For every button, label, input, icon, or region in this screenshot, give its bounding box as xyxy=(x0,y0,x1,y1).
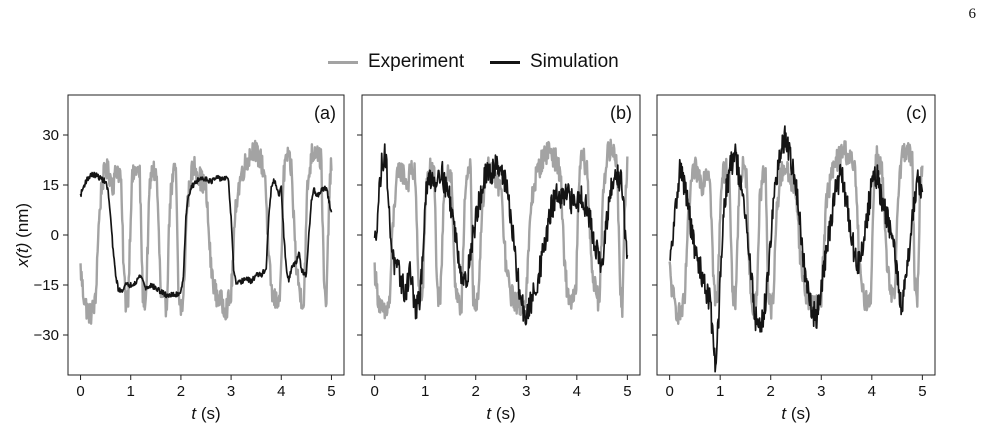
x-tick-label: 3 xyxy=(817,383,825,400)
x-tick-label: 4 xyxy=(573,383,581,400)
x-tick-label: 0 xyxy=(370,383,378,400)
x-tick-label: 0 xyxy=(76,383,84,400)
panel-label: (b) xyxy=(610,103,632,123)
plot-frame xyxy=(361,94,641,376)
page-number: 6 xyxy=(968,6,977,22)
series-line-experiment xyxy=(668,140,924,325)
plot-frame xyxy=(656,94,936,376)
series-line-experiment xyxy=(79,139,333,325)
legend-entry-experiment: Experiment xyxy=(328,48,464,76)
x-tick-label: 2 xyxy=(472,383,480,400)
y-tick-label: −15 xyxy=(34,277,59,294)
plot-frame xyxy=(67,94,345,376)
x-tick-label: 2 xyxy=(767,383,775,400)
panel-label: (a) xyxy=(314,103,336,123)
series-line-simulation xyxy=(79,171,333,299)
y-tick-label: 15 xyxy=(42,177,59,194)
x-axis-label: t (s) xyxy=(191,404,220,423)
panel-label: (c) xyxy=(906,103,927,123)
x-tick-label: 1 xyxy=(421,383,429,400)
legend: Experiment Simulation xyxy=(0,48,990,78)
legend-entry-simulation: Simulation xyxy=(490,48,619,76)
series-line-simulation xyxy=(669,125,924,373)
x-tick-label: 5 xyxy=(327,383,335,400)
legend-swatch-simulation xyxy=(490,60,520,64)
legend-label-simulation: Simulation xyxy=(530,51,619,72)
chart-panel-2: 0 1 2 3 4 5 (b) t (s) xyxy=(357,94,641,423)
x-axis-label: t (s) xyxy=(486,404,515,423)
x-tick-label: 5 xyxy=(918,383,926,400)
y-tick-label: 30 xyxy=(42,127,59,144)
x-tick-label: 3 xyxy=(227,383,235,400)
x-tick-label: 3 xyxy=(522,383,530,400)
x-axis-label: t (s) xyxy=(781,404,810,423)
legend-label-experiment: Experiment xyxy=(368,51,465,72)
x-tick-label: 2 xyxy=(177,383,185,400)
x-tick-label: 0 xyxy=(665,383,673,400)
legend-swatch-experiment xyxy=(328,60,358,64)
chart-panel-1: 0 1 2 3 4 5 −30 −15 0 15 30 (a) t (s) x(t) (nm) xyxy=(13,94,345,423)
y-axis-label: x(t) (nm) xyxy=(13,203,32,268)
x-tick-label: 4 xyxy=(868,383,876,400)
x-tick-label: 5 xyxy=(623,383,631,400)
x-tick-label: 4 xyxy=(277,383,285,400)
y-tick-label: −30 xyxy=(34,327,59,344)
chart-panel-3: 0 1 2 3 4 5 (c) t (s) xyxy=(652,94,936,423)
x-tick-label: 1 xyxy=(716,383,724,400)
y-tick-label: 0 xyxy=(51,227,59,244)
x-tick-label: 1 xyxy=(127,383,135,400)
series-line-simulation xyxy=(373,143,629,326)
series-line-experiment xyxy=(373,138,629,320)
